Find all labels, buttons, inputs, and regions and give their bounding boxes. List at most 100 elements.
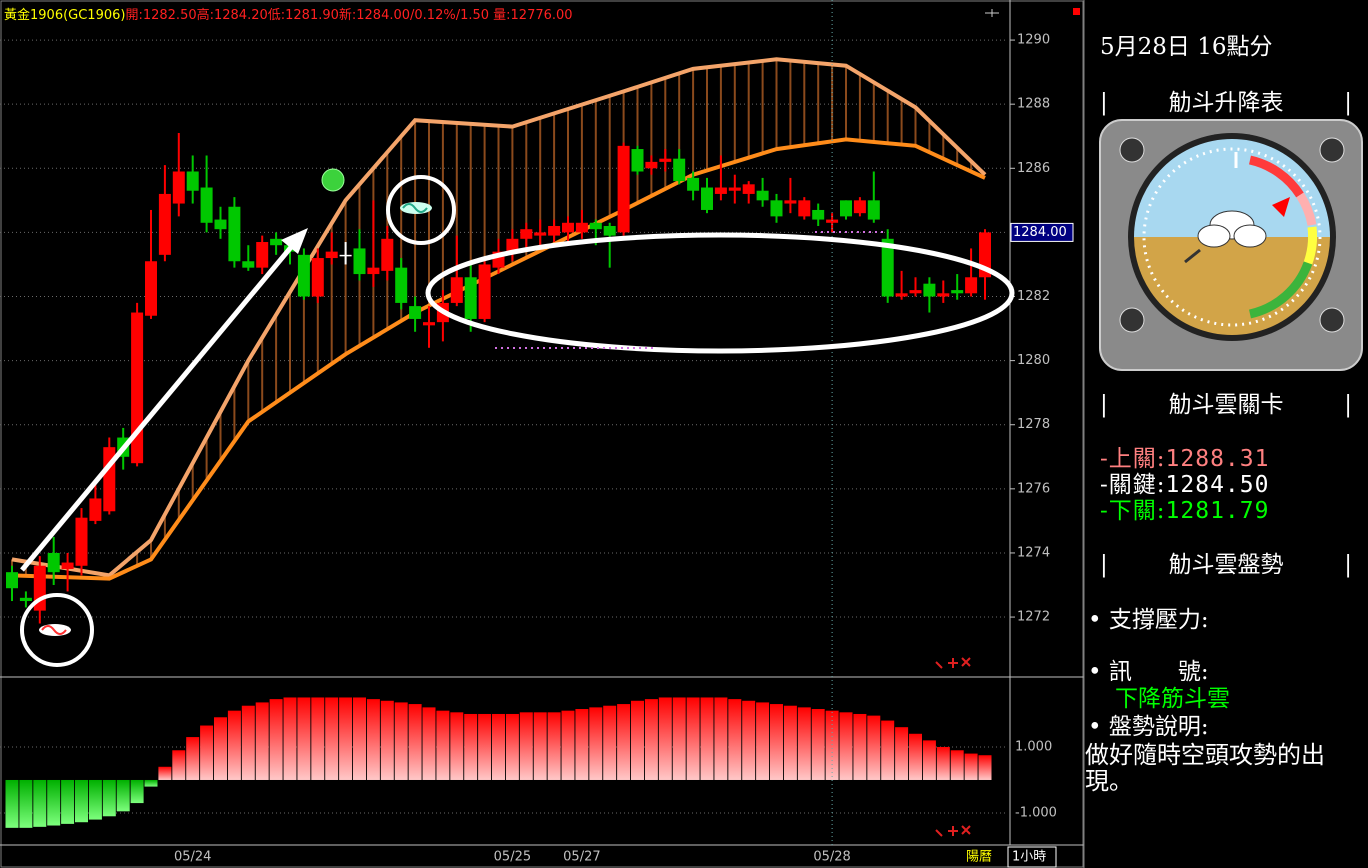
arrow xyxy=(20,244,294,572)
bar xyxy=(589,707,603,780)
level-row: -上關:1288.31 xyxy=(1100,446,1368,472)
bar xyxy=(47,779,61,826)
bar xyxy=(909,733,922,780)
candle-body xyxy=(242,261,255,268)
candle-body xyxy=(603,225,616,236)
bar xyxy=(200,725,214,780)
bar xyxy=(617,704,631,780)
level-row: -下關:1281.79 xyxy=(1100,498,1368,524)
bar xyxy=(811,709,825,780)
cloud-icon xyxy=(400,202,432,214)
support-label: • 支撐壓力: xyxy=(1088,607,1209,633)
signal: 下降筋斗雲 xyxy=(1115,686,1230,712)
level-value: 1288.31 xyxy=(1165,446,1270,472)
bar xyxy=(33,779,47,827)
candle-body xyxy=(923,283,936,297)
calendar-mode[interactable]: 陽曆 xyxy=(966,850,992,865)
level-row: -關鍵:1284.50 xyxy=(1100,472,1368,498)
datetime: 5月28日 16點分 xyxy=(1100,34,1273,60)
candle-body xyxy=(798,200,811,217)
bar xyxy=(895,727,909,780)
gauge xyxy=(1099,119,1363,371)
desc-label: • 盤勢說明: xyxy=(1088,714,1209,740)
candle-body xyxy=(339,254,352,257)
candle-body xyxy=(214,219,227,230)
candle-body xyxy=(617,145,630,233)
bar xyxy=(408,704,422,780)
candle-body xyxy=(19,597,32,602)
bar xyxy=(186,737,200,780)
candle-body xyxy=(506,238,519,252)
bar xyxy=(714,697,728,780)
tool-icons xyxy=(935,657,971,669)
candle-body xyxy=(75,517,88,566)
candle-body xyxy=(673,158,686,182)
bar xyxy=(283,697,297,780)
bar xyxy=(770,704,783,780)
bar xyxy=(797,707,811,780)
candle-body xyxy=(256,242,269,268)
bar xyxy=(380,700,394,780)
bar xyxy=(644,699,658,780)
candle-body xyxy=(867,200,880,220)
level-label: -下關: xyxy=(1100,498,1166,524)
bar xyxy=(672,697,686,780)
candle-body xyxy=(228,206,241,262)
bar xyxy=(172,750,186,780)
y-tick-label: 1272 xyxy=(1017,610,1050,625)
bar xyxy=(561,710,575,780)
period-box[interactable] xyxy=(1007,846,1057,868)
x-tick-label: 05/27 xyxy=(563,850,600,865)
candle-body xyxy=(881,238,894,297)
candle-body xyxy=(840,200,852,217)
bar xyxy=(255,702,269,780)
frame xyxy=(0,0,1084,868)
y-tick-label: 1286 xyxy=(1017,161,1050,176)
bar xyxy=(533,712,547,780)
bar xyxy=(547,712,561,780)
bar xyxy=(61,779,75,824)
symbol: 黃金1906(GC1906) xyxy=(4,7,125,23)
marker-fringe xyxy=(495,231,885,349)
candle-body xyxy=(853,200,866,214)
gauge-title: 觔斗升降表 xyxy=(1168,90,1284,116)
bar xyxy=(978,755,992,780)
bar xyxy=(575,709,589,780)
desc: 做好隨時空頭攻勢的出現。 xyxy=(1085,741,1325,795)
bar xyxy=(366,699,380,780)
y-tick-label: 1290 xyxy=(1017,33,1050,48)
candle-body xyxy=(325,251,338,259)
bar xyxy=(130,779,144,804)
period[interactable]: 1小時 xyxy=(1012,850,1046,865)
candle-body xyxy=(367,267,380,275)
bar xyxy=(436,710,450,780)
x-tick-label: 05/28 xyxy=(813,850,850,865)
last-price-label: 1284.00 xyxy=(1013,225,1067,240)
y-tick-label: 1276 xyxy=(1017,481,1050,496)
bar xyxy=(492,713,505,780)
bar xyxy=(102,779,116,817)
candle-body xyxy=(659,158,672,162)
band-line xyxy=(11,57,987,578)
candle-body xyxy=(61,562,74,569)
candle-body xyxy=(575,222,588,233)
candle-body xyxy=(478,264,491,319)
trend-title: 觔斗雲盤勢 xyxy=(1168,552,1284,578)
candle-body xyxy=(297,254,310,297)
bar xyxy=(742,700,756,780)
plot: 1272127412761278128012821284128612881290… xyxy=(0,0,1074,865)
bar xyxy=(936,746,950,780)
levels-title: 觔斗雲關卡 xyxy=(1168,392,1284,418)
highlight-circle xyxy=(20,593,94,667)
bar xyxy=(241,705,255,780)
candle-body xyxy=(937,293,950,297)
candle-body xyxy=(770,200,783,217)
candle-body xyxy=(186,171,199,191)
bar xyxy=(603,705,617,780)
candle-body xyxy=(589,222,602,230)
candle-body xyxy=(756,190,769,201)
bar xyxy=(339,697,353,780)
candle-body xyxy=(895,293,908,297)
level-value: 1281.79 xyxy=(1165,498,1270,524)
